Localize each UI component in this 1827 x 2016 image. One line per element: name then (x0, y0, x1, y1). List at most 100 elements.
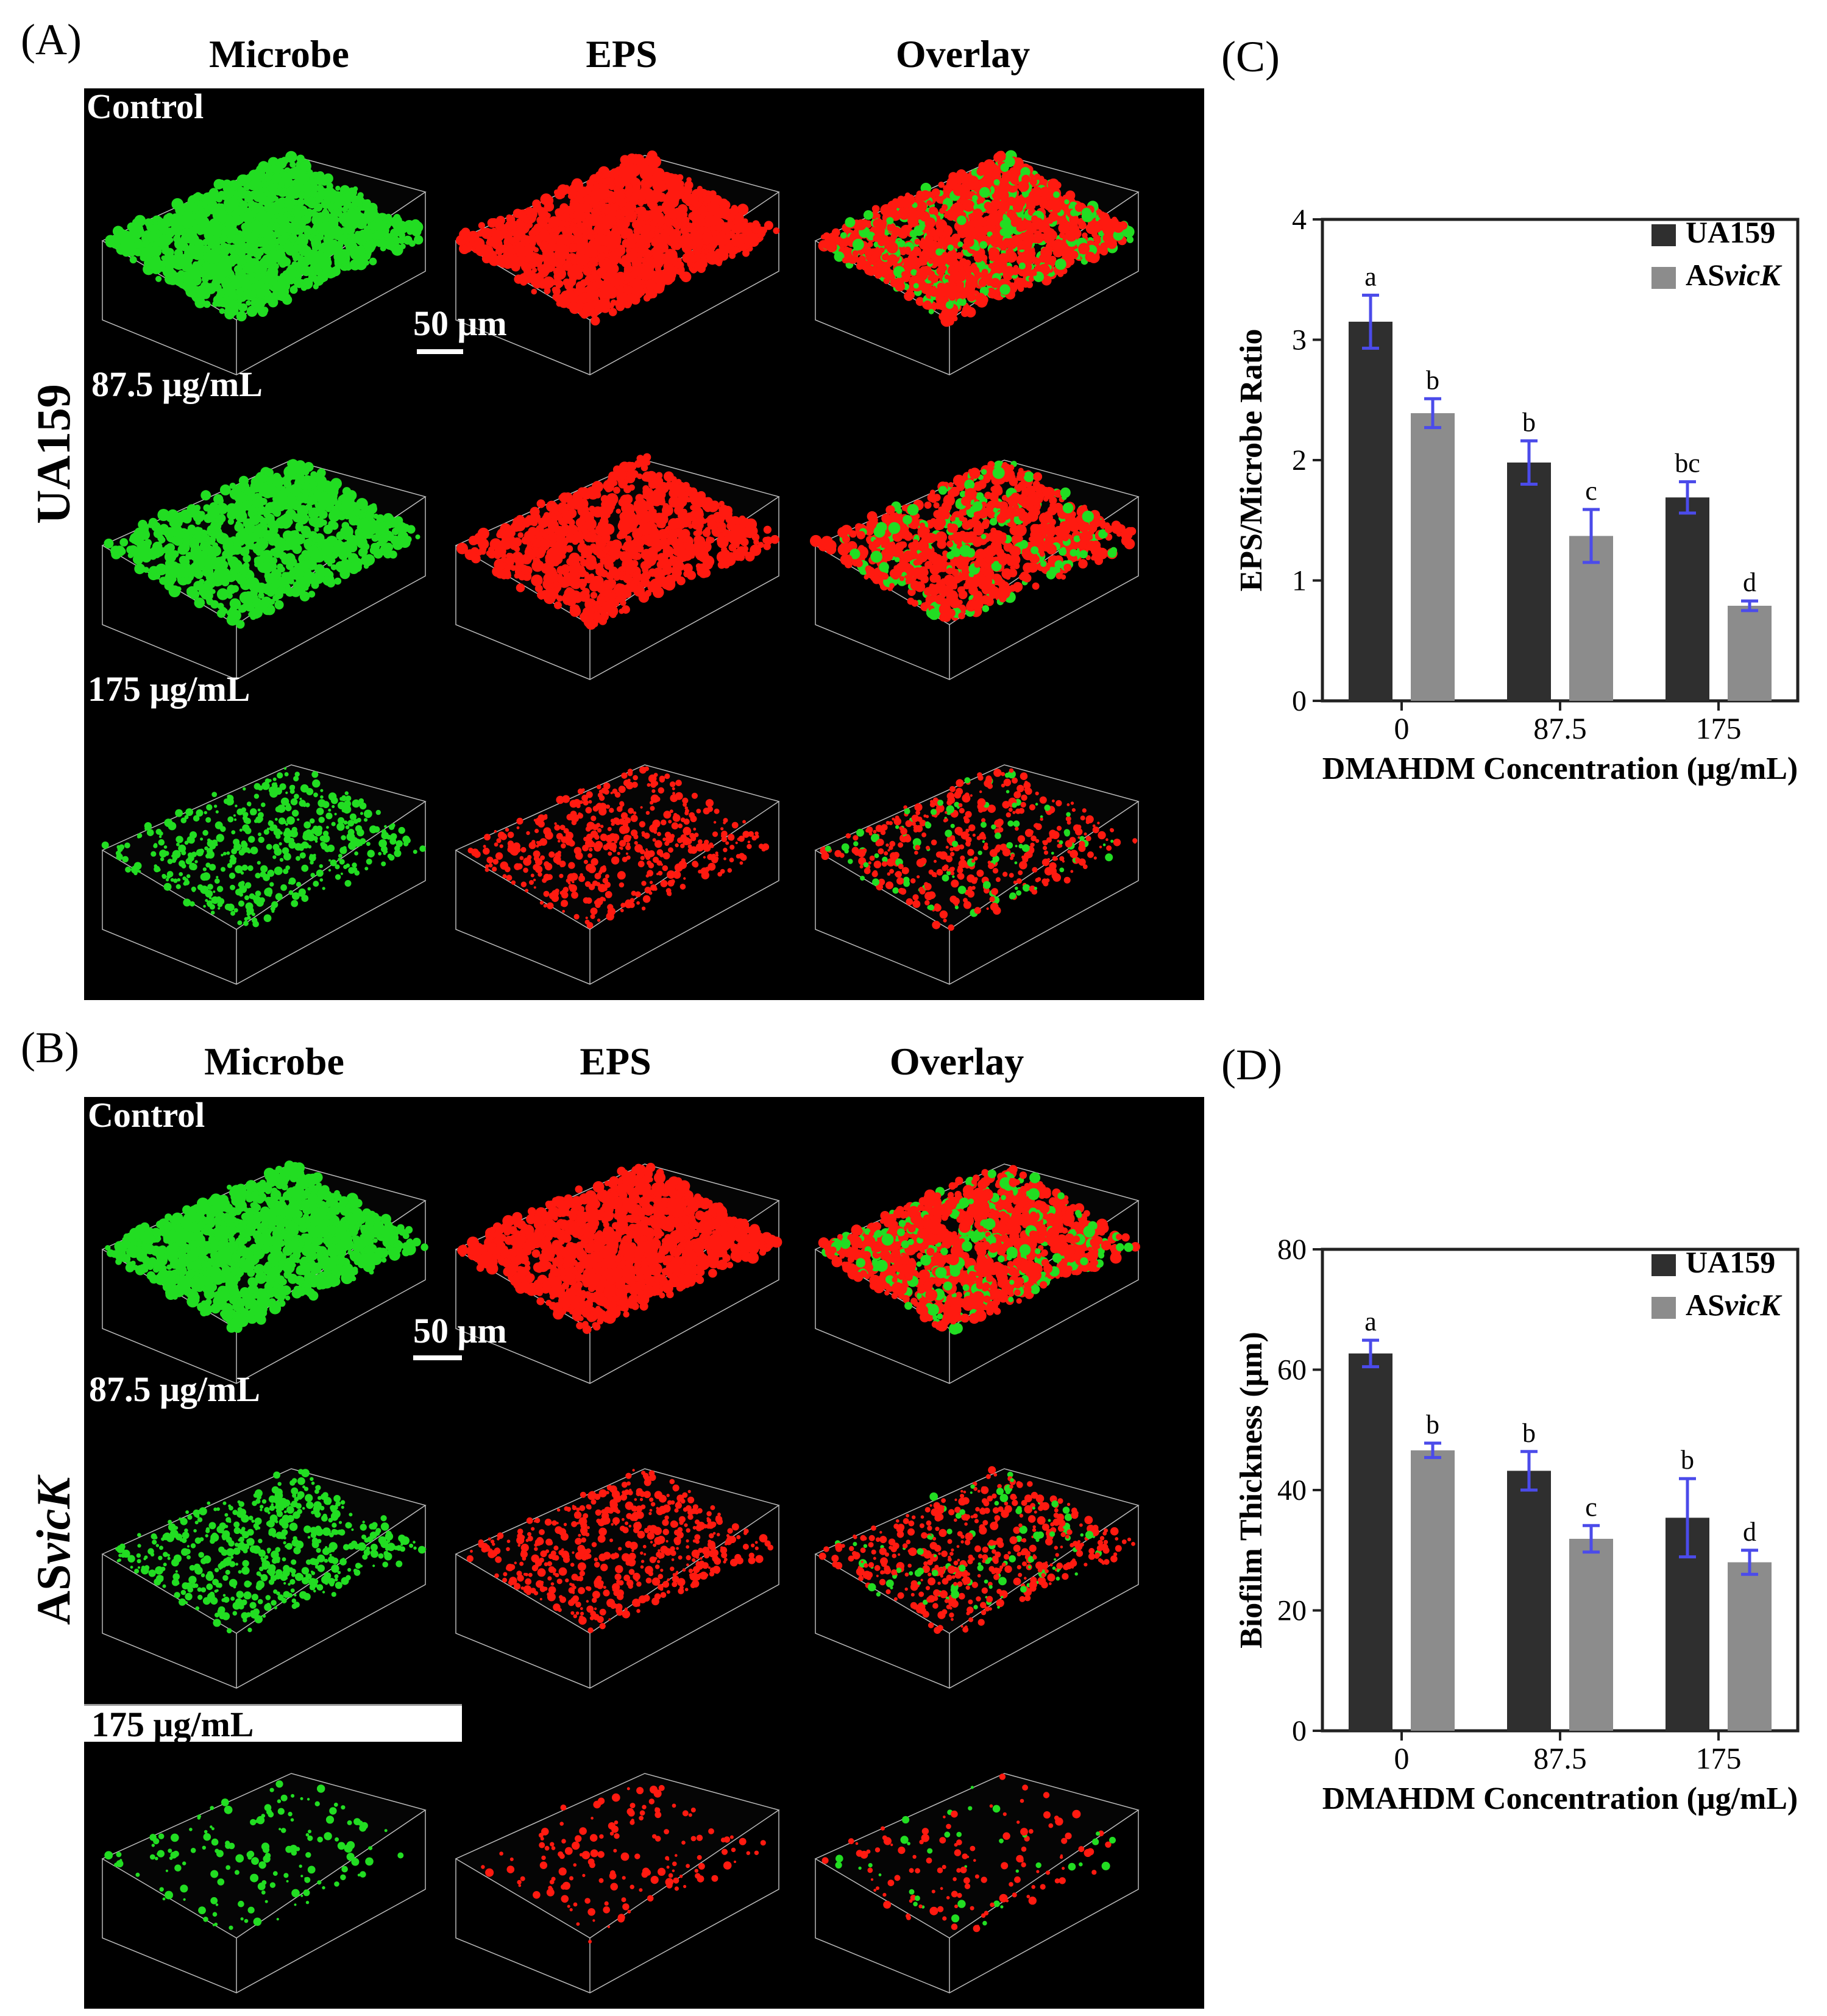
legend-swatch (1651, 1297, 1676, 1319)
significance-letter: b (1681, 1445, 1694, 1475)
panel-a-image-grid: Control 87.5 μg/mL 175 μg/mL 50 μm (84, 87, 1204, 1000)
significance-letter: b (1522, 407, 1536, 437)
panel-a-eps-control (455, 150, 780, 375)
legend-label: UA159 (1686, 1245, 1775, 1279)
panel-b-microbe-87-5 (101, 1468, 427, 1689)
panel-b-image-grid: Control 87.5 μg/mL 175 μg/mL 50 μm (84, 1095, 1204, 2009)
significance-letter: d (1743, 567, 1756, 597)
panel-a-letter: (A) (21, 15, 82, 64)
bar (1666, 497, 1709, 701)
significance-letter: a (1364, 1307, 1377, 1336)
x-tick-label: 87.5 (1533, 1741, 1587, 1775)
legend-label: ASvicK (1686, 258, 1783, 292)
significance-letter: b (1426, 365, 1439, 395)
panel-b-scale-bar (413, 1355, 462, 1360)
bar (1728, 1562, 1772, 1731)
panel-a-scale-label: 50 μm (413, 303, 507, 343)
panel-a-row-175: 175 μg/mL (88, 669, 250, 709)
panel-b-row-control: Control (88, 1095, 205, 1135)
panel-a-microbe-175 (101, 764, 427, 985)
panel-a-scale-bar (417, 349, 463, 354)
significance-letter: c (1585, 1492, 1597, 1522)
panel-b-strain-prefix: AS (27, 1564, 80, 1625)
x-tick-label: 0 (1394, 711, 1410, 745)
y-axis-label: Biofilm Thickness (μm) (1234, 1332, 1269, 1649)
panel-a-overlay-control (814, 150, 1140, 375)
y-tick-label: 40 (1277, 1474, 1307, 1507)
y-tick-label: 20 (1277, 1595, 1307, 1627)
panel-b-white-band (84, 1704, 462, 1742)
y-axis-label: EPS/Microbe Ratio (1234, 329, 1269, 592)
significance-letter: d (1743, 1517, 1756, 1547)
legend-label: ASvicK (1686, 1288, 1783, 1322)
panel-b-overlay-87-5 (814, 1466, 1140, 1689)
significance-letter: a (1364, 261, 1377, 291)
bar (1349, 1353, 1392, 1731)
panel-b-eps-control (455, 1163, 782, 1384)
panel-b-scale-label: 50 μm (413, 1311, 507, 1351)
legend-swatch (1651, 1254, 1676, 1276)
panel-a-microbe-control (101, 151, 427, 375)
x-axis-label: DMAHDM Concentration (μg/mL) (1322, 751, 1798, 786)
significance-letter: bc (1675, 449, 1700, 478)
panel-a-microbe-87-5 (101, 459, 427, 680)
panel-c-chart: 0 1 2 3 4 0 a b 87.5 b c 175 bc d DMAHDM Concentration… (1219, 183, 1827, 804)
panel-c-letter: (C) (1221, 32, 1280, 81)
bar (1507, 462, 1551, 701)
panel-d-letter: (D) (1221, 1040, 1282, 1089)
panel-b-row-175-overlay: 175 μg/mL (91, 1705, 254, 1744)
panel-b-eps-87-5 (455, 1468, 780, 1689)
bar (1411, 413, 1455, 701)
panel-b-strain-italic: vicK (27, 1477, 80, 1564)
panel-a-row-control: Control (87, 87, 204, 126)
panel-b-divider-line (84, 1704, 462, 1706)
x-tick-label: 87.5 (1533, 711, 1587, 745)
panel-a-eps-87-5 (455, 453, 780, 680)
panel-a-row-87-5: 87.5 μg/mL (91, 364, 263, 404)
y-tick-label: 80 (1277, 1233, 1307, 1266)
y-tick-label: 2 (1292, 444, 1307, 477)
bar (1569, 1538, 1613, 1731)
y-tick-label: 3 (1292, 324, 1307, 357)
legend-label: UA159 (1686, 215, 1775, 249)
panel-b-eps-175 (455, 1773, 780, 1993)
y-tick-label: 0 (1292, 1715, 1307, 1747)
panel-a-eps-175 (455, 764, 780, 985)
x-tick-label: 0 (1394, 1741, 1410, 1775)
panel-d-chart-svg: 0 20 40 60 80 0 a b 87.5 b c 175 b d DMAHDM Concentrat… (1234, 1233, 1800, 1816)
y-tick-label: 1 (1292, 565, 1307, 597)
panel-b-overlay-175 (814, 1773, 1140, 1993)
bar (1728, 605, 1772, 701)
bar (1507, 1471, 1551, 1731)
panel-a-col-overlay: Overlay (895, 32, 1031, 76)
panel-b-letter: (B) (21, 1023, 79, 1072)
y-tick-label: 0 (1292, 685, 1307, 717)
bar (1349, 321, 1392, 701)
x-tick-label: 175 (1696, 711, 1742, 745)
panel-a-col-eps: EPS (586, 32, 658, 76)
panel-b-microbe-175 (101, 1773, 427, 1993)
bar (1411, 1450, 1455, 1731)
panel-b-col-eps: EPS (580, 1040, 651, 1083)
legend-swatch (1651, 267, 1676, 289)
panel-b-overlay-control (814, 1163, 1140, 1384)
significance-letter: b (1426, 1410, 1439, 1439)
panel-a-overlay-175 (814, 764, 1140, 985)
legend-swatch (1651, 224, 1676, 246)
significance-letter: c (1585, 476, 1597, 506)
panel-d-chart: 0 20 40 60 80 0 a b 87.5 b c 175 b d DMAHDM Concentrat… (1219, 1213, 1827, 1834)
x-axis-label: DMAHDM Concentration (μg/mL) (1322, 1781, 1798, 1816)
panel-b-microbe-control (101, 1160, 428, 1384)
panel-b-col-microbe: Microbe (204, 1040, 344, 1083)
panel-b-row-87-5: 87.5 μg/mL (89, 1369, 260, 1409)
panel-b-strain-label: ASvicK (26, 1460, 81, 1642)
y-tick-label: 60 (1277, 1354, 1307, 1386)
panel-b-col-overlay: Overlay (889, 1040, 1024, 1083)
y-tick-label: 4 (1292, 204, 1307, 236)
x-tick-label: 175 (1696, 1741, 1742, 1775)
panel-a-strain-label: UA159 (27, 384, 80, 524)
significance-letter: b (1522, 1418, 1536, 1448)
panel-a-col-microbe: Microbe (209, 32, 349, 76)
panel-a-overlay-87-5 (810, 460, 1140, 680)
